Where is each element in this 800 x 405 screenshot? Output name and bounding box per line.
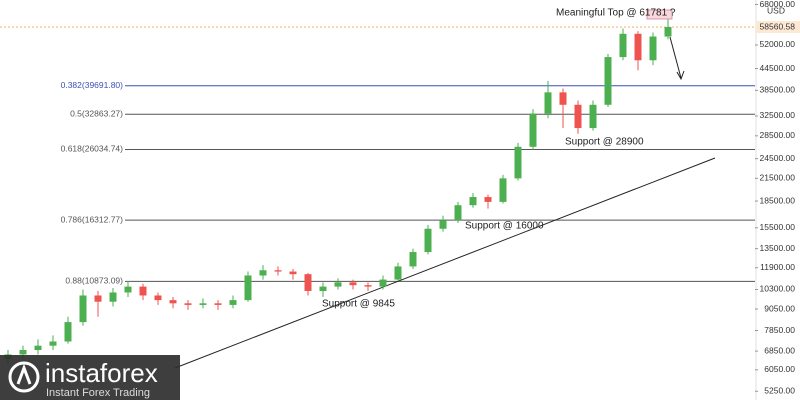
- candle-body: [169, 300, 177, 304]
- candle-body: [214, 303, 222, 305]
- logo-name: instaforex: [45, 358, 158, 388]
- y-tick-label: 6850.00: [764, 345, 795, 355]
- candle-body: [379, 279, 387, 287]
- candle-body: [109, 292, 117, 302]
- trend-line: [174, 157, 716, 369]
- logo-icon-mark: [16, 363, 32, 385]
- candle-body: [334, 282, 342, 287]
- candle-body: [259, 270, 267, 276]
- candle-body: [274, 270, 282, 272]
- candle-body: [664, 27, 672, 37]
- y-tick-label: 21500.00: [760, 173, 796, 183]
- candle-body: [544, 92, 552, 114]
- candle-body: [64, 322, 72, 342]
- y-tick-label: 6050.00: [764, 364, 795, 374]
- candle-body: [349, 282, 357, 286]
- fib-label: 0.88(10873.09): [65, 276, 123, 286]
- candle-body: [79, 295, 87, 323]
- annotation: Support @ 16000: [465, 221, 544, 232]
- candle-body: [529, 113, 537, 147]
- logo-icon: [8, 361, 40, 393]
- annotation: Support @ 9845: [322, 299, 395, 310]
- fib-label: 0.786(16312.77): [61, 214, 124, 224]
- candle-body: [409, 252, 417, 267]
- y-tick-label: 24500.00: [760, 153, 796, 163]
- candles: [4, 18, 672, 364]
- candle-body: [469, 197, 477, 206]
- y-tick-label: 18500.00: [760, 195, 796, 205]
- candle-body: [484, 197, 492, 202]
- candle-body: [559, 92, 567, 105]
- candle-body: [49, 341, 57, 346]
- candle-body: [154, 295, 162, 301]
- candle-body: [319, 286, 327, 291]
- candle-body: [589, 104, 597, 129]
- candle-body: [439, 220, 447, 229]
- y-tick-label: 9050.00: [764, 303, 795, 313]
- candle-body: [124, 286, 132, 293]
- y-tick-label: 15500.00: [760, 222, 796, 232]
- current-price-label: 58560.58: [760, 21, 796, 31]
- y-tick-label: 10300.00: [760, 284, 796, 294]
- candle-body: [229, 300, 237, 305]
- y-tick-label: 44500.00: [760, 63, 796, 73]
- candle-body: [514, 146, 522, 179]
- logo-background: [0, 355, 180, 400]
- y-tick-label: 68000.00: [760, 0, 796, 9]
- candle-body: [619, 33, 627, 58]
- fib-label: 0.618(26034.74): [61, 144, 124, 154]
- candle-body: [304, 274, 312, 291]
- candle-body: [574, 104, 582, 129]
- candle-body: [289, 271, 297, 275]
- y-tick-label: 38500.00: [760, 85, 796, 95]
- y-tick-label: 13500.00: [760, 243, 796, 253]
- candle-body: [34, 345, 42, 350]
- axis-unit: USD: [767, 5, 785, 15]
- candle-body: [649, 36, 657, 61]
- annotation: Meaningful Top @ 61781 ?: [556, 8, 676, 19]
- candle-body: [94, 295, 102, 302]
- candle-body: [499, 178, 507, 202]
- logo: instaforex Instant Forex Trading: [0, 355, 180, 400]
- current-price-tag: [756, 21, 800, 34]
- arrow-head: [676, 70, 685, 81]
- fib-label: 0.5(32863.27): [70, 109, 123, 119]
- candle-body: [454, 205, 462, 221]
- candle-body: [199, 303, 207, 305]
- price-axis: 68000.00 52000.00 44500.00 38500.00 32500.00…: [755, 0, 800, 396]
- y-tick-label: 7850.00: [764, 325, 795, 335]
- y-tick-label: 28500.00: [760, 130, 796, 140]
- y-tick-label: 11900.00: [760, 262, 795, 272]
- candle-body: [604, 57, 612, 105]
- candle-body: [424, 228, 432, 253]
- top-zone: [646, 9, 673, 20]
- fib-label: 0.382(39691.80): [61, 80, 124, 90]
- fib-layer: 0.382(39691.80) 0.5(32863.27) 0.618(26034.…: [0, 26, 755, 286]
- y-tick-label: 5250.00: [764, 386, 795, 396]
- candle-body: [394, 266, 402, 280]
- arrow-shaft: [669, 36, 682, 79]
- candle-body: [184, 303, 192, 305]
- candle-body: [634, 33, 642, 61]
- annotation: Support @ 28900: [565, 137, 644, 148]
- y-tick-label: 52000.00: [760, 39, 796, 49]
- candle-body: [19, 349, 27, 355]
- logo-tagline: Instant Forex Trading: [46, 387, 150, 399]
- candle-body: [364, 285, 372, 287]
- y-tick-label: 32500.00: [760, 110, 796, 120]
- candle-body: [244, 275, 252, 301]
- candle-body: [139, 286, 147, 296]
